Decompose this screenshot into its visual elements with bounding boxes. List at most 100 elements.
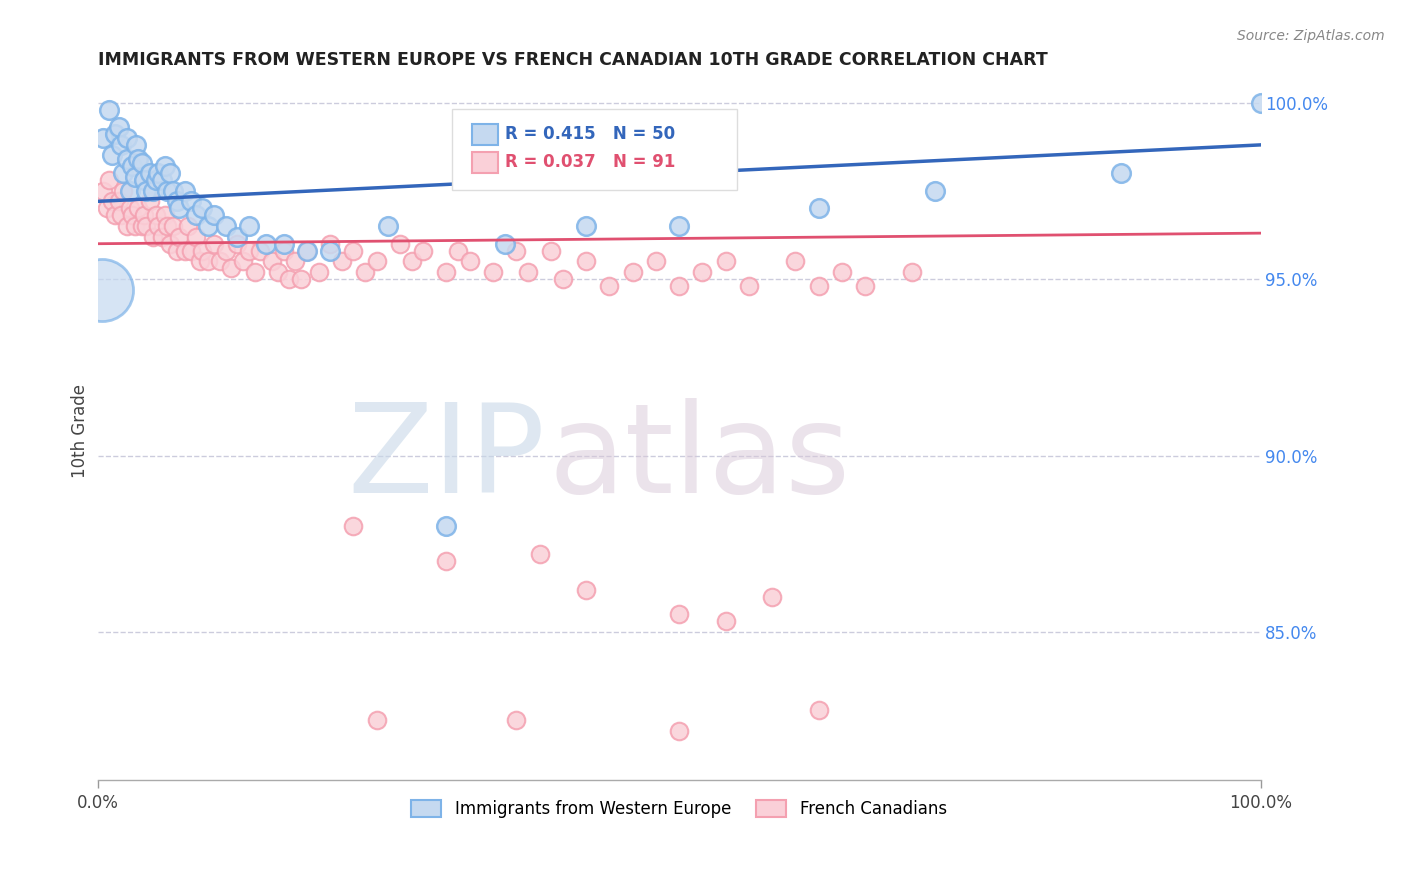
Point	[110, 209, 132, 223]
Point	[273, 244, 295, 258]
Point	[188, 254, 211, 268]
Point	[243, 265, 266, 279]
Point	[1109, 166, 1132, 180]
FancyBboxPatch shape	[453, 110, 737, 190]
Point	[180, 194, 202, 209]
Point	[173, 244, 195, 258]
Point	[214, 244, 236, 258]
Point	[226, 229, 249, 244]
Point	[226, 236, 249, 251]
Point	[191, 244, 214, 258]
Point	[100, 148, 122, 162]
Point	[96, 202, 118, 216]
Point	[124, 169, 146, 184]
Point	[167, 202, 190, 216]
Point	[186, 209, 208, 223]
Point	[115, 131, 138, 145]
Point	[166, 194, 188, 209]
Point	[131, 155, 153, 169]
Point	[377, 219, 399, 233]
Point	[100, 194, 122, 209]
Point	[104, 128, 127, 142]
Point	[142, 184, 165, 198]
Point	[761, 590, 783, 604]
Point	[330, 254, 353, 268]
Point	[1250, 95, 1272, 110]
Text: Source: ZipAtlas.com: Source: ZipAtlas.com	[1237, 29, 1385, 43]
Point	[145, 173, 167, 187]
Point	[127, 152, 149, 166]
Point	[145, 209, 167, 223]
Point	[162, 219, 184, 233]
Point	[319, 236, 342, 251]
Point	[121, 209, 143, 223]
Point	[254, 236, 277, 251]
Text: ZIP: ZIP	[347, 399, 546, 519]
Point	[668, 219, 690, 233]
Point	[125, 137, 148, 152]
Point	[714, 254, 737, 268]
Point	[295, 244, 318, 258]
Point	[807, 703, 830, 717]
Point	[342, 244, 364, 258]
FancyBboxPatch shape	[472, 152, 498, 173]
Point	[354, 265, 377, 279]
Point	[412, 244, 434, 258]
Point	[98, 103, 121, 117]
Point	[120, 202, 142, 216]
Point	[388, 236, 411, 251]
Point	[132, 209, 155, 223]
Point	[186, 229, 208, 244]
Point	[692, 265, 714, 279]
Point	[156, 219, 179, 233]
Point	[166, 244, 188, 258]
Point	[150, 173, 173, 187]
Point	[120, 184, 142, 198]
Point	[575, 219, 598, 233]
Point	[505, 713, 527, 727]
Point	[150, 229, 173, 244]
Point	[208, 254, 231, 268]
Point	[290, 272, 312, 286]
Point	[132, 173, 155, 187]
Point	[284, 254, 307, 268]
Point	[575, 254, 598, 268]
Point	[668, 723, 690, 738]
Point	[401, 254, 423, 268]
Point	[551, 272, 574, 286]
Point	[221, 261, 243, 276]
Point	[180, 244, 202, 258]
Point	[202, 236, 225, 251]
Point	[238, 244, 260, 258]
Point	[785, 254, 807, 268]
Point	[104, 209, 127, 223]
Point	[714, 615, 737, 629]
Point	[342, 519, 364, 533]
Point	[135, 219, 157, 233]
Text: atlas: atlas	[548, 399, 851, 519]
Text: R = 0.415   N = 50: R = 0.415 N = 50	[505, 126, 675, 144]
Point	[366, 713, 388, 727]
Point	[494, 236, 516, 251]
Point	[308, 265, 330, 279]
Point	[112, 166, 135, 180]
Point	[260, 254, 283, 268]
Point	[107, 194, 129, 209]
Point	[153, 209, 176, 223]
Point	[146, 219, 169, 233]
Point	[807, 202, 830, 216]
Point	[191, 202, 214, 216]
FancyBboxPatch shape	[472, 124, 498, 145]
Point	[142, 229, 165, 244]
Point	[91, 283, 114, 297]
Point	[853, 279, 876, 293]
Point	[107, 120, 129, 135]
Point	[738, 279, 761, 293]
Point	[139, 166, 162, 180]
Point	[135, 184, 157, 198]
Point	[110, 137, 132, 152]
Text: IMMIGRANTS FROM WESTERN EUROPE VS FRENCH CANADIAN 10TH GRADE CORRELATION CHART: IMMIGRANTS FROM WESTERN EUROPE VS FRENCH…	[97, 51, 1047, 69]
Point	[436, 265, 458, 279]
Point	[540, 244, 562, 258]
Point	[197, 219, 219, 233]
